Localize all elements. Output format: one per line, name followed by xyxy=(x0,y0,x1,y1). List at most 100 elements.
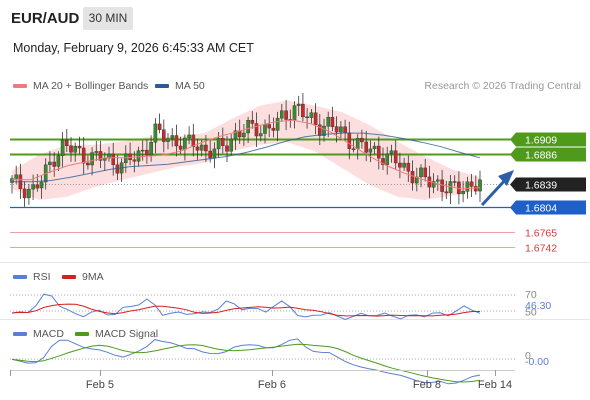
candle-body xyxy=(56,155,61,167)
bollinger-band-area xyxy=(12,100,480,200)
price-label-1.6909: 1.6909 xyxy=(510,132,586,147)
legend-swatch-ma20 xyxy=(13,84,27,89)
candle-body xyxy=(360,137,364,143)
candle-body xyxy=(216,137,221,150)
candle-body xyxy=(250,119,255,124)
candle-body xyxy=(275,117,280,131)
candle-body xyxy=(318,124,322,136)
macd-line xyxy=(11,338,481,385)
candle-body xyxy=(81,147,86,164)
candle-body xyxy=(225,145,229,152)
candle-body xyxy=(263,124,267,134)
candle-body xyxy=(136,150,141,162)
candle-body xyxy=(334,126,339,133)
candle-body xyxy=(465,181,470,192)
candle-body xyxy=(178,145,183,150)
x-tick-label-feb14: Feb 14 xyxy=(478,379,512,391)
candle-body xyxy=(402,162,406,168)
candle-body xyxy=(436,179,440,182)
legend-label-macd: MACD xyxy=(33,328,64,340)
candle-body xyxy=(233,130,238,140)
candle-body xyxy=(478,179,482,192)
candle-body xyxy=(309,112,314,118)
candle-body xyxy=(27,188,31,199)
legend-9ma: 9MA xyxy=(62,271,104,283)
candle-body xyxy=(355,137,360,149)
candle-body xyxy=(343,126,347,133)
candle-body xyxy=(259,133,263,137)
candle-body xyxy=(410,171,415,184)
macd-zero-label: 0 xyxy=(525,350,531,362)
candle-body xyxy=(347,132,352,149)
macd-last-label: -0.00 xyxy=(525,356,549,368)
candle-body xyxy=(157,123,162,130)
candle-body xyxy=(267,124,272,129)
candle-body xyxy=(77,145,82,149)
svg-text:1.6909: 1.6909 xyxy=(525,135,557,147)
candle-body xyxy=(128,153,132,160)
candle-body xyxy=(39,181,44,189)
candle-body xyxy=(132,159,137,162)
price-label-1.6839: 1.6839 xyxy=(510,177,586,192)
candle-body xyxy=(372,145,377,150)
candle-body xyxy=(166,138,170,142)
x-tick-label-feb8: Feb 8 xyxy=(413,379,441,391)
candle-body xyxy=(242,132,246,138)
forecast-arrow-shaft xyxy=(480,176,509,207)
ma50-line xyxy=(12,132,481,183)
timeframe-badge[interactable]: 30 MIN xyxy=(83,7,133,30)
candle-body xyxy=(35,184,40,189)
candle-body xyxy=(389,150,394,154)
ma20-line xyxy=(12,119,481,190)
candle-body xyxy=(199,144,204,151)
candle-body xyxy=(204,144,208,152)
price-label-1.6765: 1.6765 xyxy=(525,228,557,240)
price-label-1.6804: 1.6804 xyxy=(510,200,586,215)
candle-body xyxy=(90,152,94,166)
rsi-label-70: 70 xyxy=(525,289,537,301)
rsi-label-50: 50 xyxy=(525,307,537,319)
x-tick-label-feb5: Feb 5 xyxy=(86,379,114,391)
candle-body xyxy=(381,158,385,165)
candle-body xyxy=(183,137,187,150)
datetime-label: Monday, February 9, 2026 6:45:33 AM CET xyxy=(13,41,254,55)
legend-label-rsi: RSI xyxy=(33,271,51,283)
candle-body xyxy=(149,141,153,156)
candle-body xyxy=(145,149,149,156)
candle-body xyxy=(377,145,381,159)
rsi-line xyxy=(11,293,481,321)
candle-body xyxy=(10,178,14,183)
svg-text:1.6742: 1.6742 xyxy=(525,243,557,255)
candle-body xyxy=(111,153,115,165)
candle-body xyxy=(326,116,331,127)
legend-macd: MACD xyxy=(13,328,64,340)
candle-body xyxy=(161,129,166,142)
candle-body xyxy=(322,125,326,136)
candle-body xyxy=(313,112,318,125)
candle-body xyxy=(393,150,398,164)
candle-body xyxy=(452,181,457,183)
candle-body xyxy=(474,186,478,192)
candle-body xyxy=(170,135,175,139)
forecast-arrow-head xyxy=(498,170,514,186)
legend-label-9ma: 9MA xyxy=(82,271,104,283)
rsi-last-label: 46.30 xyxy=(525,300,551,312)
candle-body xyxy=(351,148,356,150)
legend-swatch-9ma xyxy=(62,275,76,280)
candle-body xyxy=(292,105,297,121)
legend-swatch-macd-signal xyxy=(75,332,89,337)
candle-body xyxy=(280,110,284,119)
legend-label-ma50: MA 50 xyxy=(175,80,205,92)
price-axis-labels: 1.6909 1.6886 1.6839 1.6804 1.6765 1.6742 xyxy=(510,132,586,255)
candle-body xyxy=(52,161,56,167)
candle-body xyxy=(69,145,73,153)
candlesticks xyxy=(10,93,482,207)
candle-body xyxy=(339,126,343,133)
candle-body xyxy=(229,138,234,152)
svg-text:1.6804: 1.6804 xyxy=(525,203,557,215)
candle-body xyxy=(246,119,250,134)
svg-text:1.6886: 1.6886 xyxy=(525,150,557,162)
legend-ma50: MA 50 xyxy=(155,80,205,92)
candle-body xyxy=(73,145,77,153)
